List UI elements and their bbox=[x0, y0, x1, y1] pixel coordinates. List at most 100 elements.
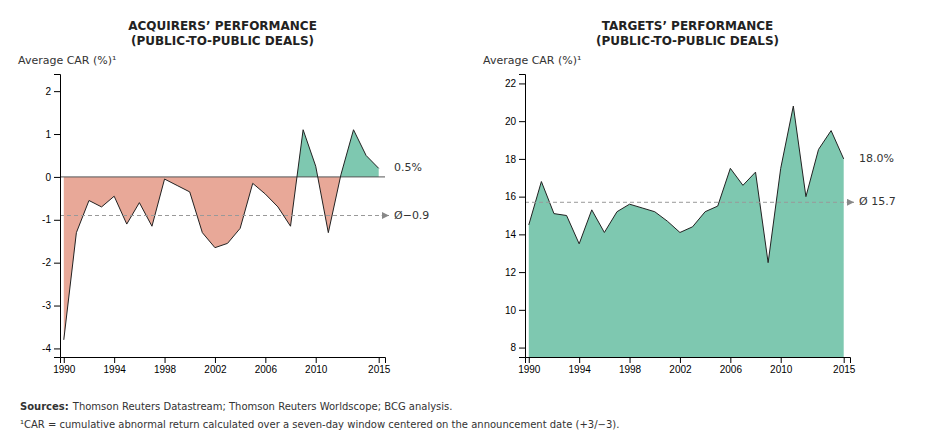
y-tick-mark bbox=[519, 234, 525, 235]
x-tick-mark bbox=[379, 357, 380, 363]
x-tick: 2002 bbox=[204, 357, 227, 375]
chart-root: 1990199419982002200620102015-4-3-2-1012Ø… bbox=[0, 0, 928, 447]
x-tick-mark bbox=[680, 357, 681, 363]
y-tick-mark bbox=[519, 272, 525, 273]
y-tick: 10 bbox=[505, 305, 525, 316]
average-arrow bbox=[847, 202, 854, 203]
footnote: ¹CAR = cumulative abnormal return calcul… bbox=[20, 419, 619, 430]
y-tick-label: 2 bbox=[45, 86, 51, 97]
y-tick-mark bbox=[519, 159, 525, 160]
y-axis-line bbox=[519, 75, 526, 358]
y-tick-mark bbox=[54, 306, 60, 307]
x-tick-mark bbox=[316, 357, 317, 363]
average-line bbox=[525, 202, 847, 203]
area-negative bbox=[64, 177, 379, 340]
y-tick-label: -1 bbox=[42, 214, 51, 225]
x-tick-mark bbox=[265, 357, 266, 363]
y-axis: -4 -3 -2 -1 0 1 2 bbox=[42, 75, 60, 358]
last-value-label: 0.5% bbox=[394, 161, 422, 174]
chart-title: TARGETS’ PERFORMANCE(PUBLIC-TO-PUBLIC DE… bbox=[596, 19, 779, 48]
x-tick-label: 2010 bbox=[305, 364, 328, 375]
x-tick-label: 2015 bbox=[833, 364, 856, 375]
panel: 1990 1994 1998 2002 2006 2010 2015 8 10 12 14 16 18 2… bbox=[483, 19, 896, 375]
x-tick-mark bbox=[529, 357, 530, 363]
y-tick: 18 bbox=[505, 154, 525, 165]
area-positive bbox=[64, 130, 379, 177]
panel: 1990199419982002200620102015-4-3-2-1012Ø… bbox=[18, 19, 429, 375]
x-tick-label: 2010 bbox=[770, 364, 793, 375]
source: Thomson Reuters Datastream; Thomson Reut… bbox=[72, 401, 453, 412]
y-axis-line bbox=[54, 75, 61, 358]
chart-title-line: (PUBLIC-TO-PUBLIC DEALS) bbox=[596, 34, 779, 48]
y-tick-label: -3 bbox=[42, 300, 51, 311]
y-tick-mark bbox=[519, 310, 525, 311]
x-tick-mark bbox=[781, 357, 782, 363]
x-tick-label: 1990 bbox=[53, 364, 76, 375]
x-tick: 2015 bbox=[368, 357, 391, 375]
x-tick: 1990 bbox=[518, 357, 541, 375]
y-tick-label: 20 bbox=[505, 116, 517, 127]
y-tick-mark bbox=[54, 263, 60, 264]
x-axis-line bbox=[61, 358, 386, 364]
y-tick: -1 bbox=[42, 214, 60, 225]
x-tick-mark bbox=[64, 357, 65, 363]
y-tick-label: 22 bbox=[505, 78, 517, 89]
plot-area bbox=[525, 106, 847, 357]
y-axis-label: Average CAR (%)¹ bbox=[483, 54, 581, 67]
last-value-label: 18.0% bbox=[859, 152, 894, 165]
average-line bbox=[60, 215, 382, 216]
chart-title-line: (PUBLIC-TO-PUBLIC DEALS) bbox=[131, 34, 314, 48]
x-tick: 1994 bbox=[569, 357, 592, 375]
x-tick-label: 1998 bbox=[619, 364, 642, 375]
x-tick: 2006 bbox=[255, 357, 278, 375]
x-tick-label: 1990 bbox=[518, 364, 541, 375]
data-line bbox=[529, 106, 844, 263]
x-tick-label: 2006 bbox=[720, 364, 743, 375]
y-tick: 1 bbox=[45, 129, 60, 140]
source-label: Sources: bbox=[20, 401, 69, 412]
y-tick: 14 bbox=[505, 229, 525, 240]
x-tick-label: 1998 bbox=[154, 364, 177, 375]
x-axis-line bbox=[526, 358, 851, 364]
x-tick: 1990 bbox=[53, 357, 76, 375]
x-tick-mark bbox=[730, 357, 731, 363]
chart-title-line: ACQUIRERS’ PERFORMANCE bbox=[128, 19, 317, 33]
x-tick-mark bbox=[630, 357, 631, 363]
y-tick: -3 bbox=[42, 300, 60, 311]
x-tick: 2002 bbox=[669, 357, 692, 375]
y-tick: 12 bbox=[505, 267, 525, 278]
y-tick: 16 bbox=[505, 191, 525, 202]
y-tick-label: 18 bbox=[505, 154, 517, 165]
x-tick-mark bbox=[114, 357, 115, 363]
y-tick: 0 bbox=[45, 172, 60, 183]
positive-fill-group bbox=[64, 130, 379, 177]
y-tick-mark bbox=[54, 220, 60, 221]
y-tick-label: 8 bbox=[510, 342, 516, 353]
y-axis-label: Average CAR (%)¹ bbox=[18, 54, 116, 67]
y-tick-label: -2 bbox=[42, 257, 51, 268]
x-tick-mark bbox=[215, 357, 216, 363]
x-tick: 1998 bbox=[154, 357, 177, 375]
y-tick-mark bbox=[519, 83, 525, 84]
x-tick-label: 2015 bbox=[368, 364, 391, 375]
y-tick-mark bbox=[54, 134, 60, 135]
chart-title: ACQUIRERS’ PERFORMANCE(PUBLIC-TO-PUBLIC … bbox=[128, 19, 317, 48]
y-tick-label: 10 bbox=[505, 305, 517, 316]
y-tick-mark bbox=[519, 121, 525, 122]
y-tick-mark bbox=[519, 197, 525, 198]
average-arrow bbox=[382, 215, 389, 216]
y-tick: -4 bbox=[42, 343, 60, 354]
x-axis: 1990 1994 1998 2002 2006 2010 2015 bbox=[518, 357, 856, 375]
x-tick: 2015 bbox=[833, 357, 856, 375]
y-axis: 8 10 12 14 16 18 20 22 bbox=[505, 75, 526, 358]
x-tick-mark bbox=[579, 357, 580, 363]
y-tick-label: -4 bbox=[42, 343, 51, 354]
y-tick: 20 bbox=[505, 116, 525, 127]
x-tick-mark bbox=[165, 357, 166, 363]
x-axis: 1990199419982002200620102015 bbox=[53, 357, 391, 375]
x-tick: 2010 bbox=[305, 357, 328, 375]
y-tick-label: 16 bbox=[505, 191, 517, 202]
x-tick: 2006 bbox=[720, 357, 743, 375]
x-tick: 1998 bbox=[619, 357, 642, 375]
average-label: Ø 15.7 bbox=[859, 195, 896, 208]
